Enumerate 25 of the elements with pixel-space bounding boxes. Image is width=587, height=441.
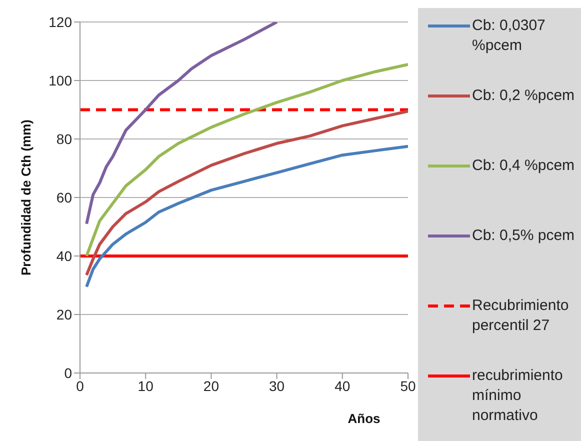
legend-label: Cb: 0,0307 %pcem xyxy=(472,16,546,56)
legend-label: Recubrimiento percentil 27 xyxy=(472,296,570,336)
line-series xyxy=(85,110,408,277)
line-series xyxy=(85,62,408,258)
y-tick-label: 80 xyxy=(56,130,72,147)
x-tick-label: 0 xyxy=(76,378,84,394)
x-tick-label: 30 xyxy=(269,378,285,394)
x-axis-title: Años xyxy=(348,411,380,426)
x-tick-label: 50 xyxy=(400,378,416,394)
x-tick-label: 10 xyxy=(138,378,154,394)
legend-label: Cb: 0,4 %pcem xyxy=(472,156,576,176)
x-tick-label: 20 xyxy=(203,378,220,394)
line-series xyxy=(85,144,408,288)
y-tick-label: 40 xyxy=(56,248,72,264)
line-series xyxy=(85,22,278,226)
y-tick-label: 0 xyxy=(64,364,72,381)
y-tick-label: 60 xyxy=(56,189,72,206)
legend-label: Cb: 0,5% pcem xyxy=(472,226,576,246)
y-tick-label: 20 xyxy=(56,306,72,322)
legend-label: recubrimiento mínimo normativo xyxy=(472,366,564,426)
y-tick-label: 120 xyxy=(48,14,72,30)
legend-label: Cb: 0,2 %pcem xyxy=(472,86,576,106)
x-tick-label: 40 xyxy=(334,378,350,394)
y-axis-title: Profundidad de Cth (mm) xyxy=(18,120,34,276)
y-tick-label: 100 xyxy=(48,72,72,88)
